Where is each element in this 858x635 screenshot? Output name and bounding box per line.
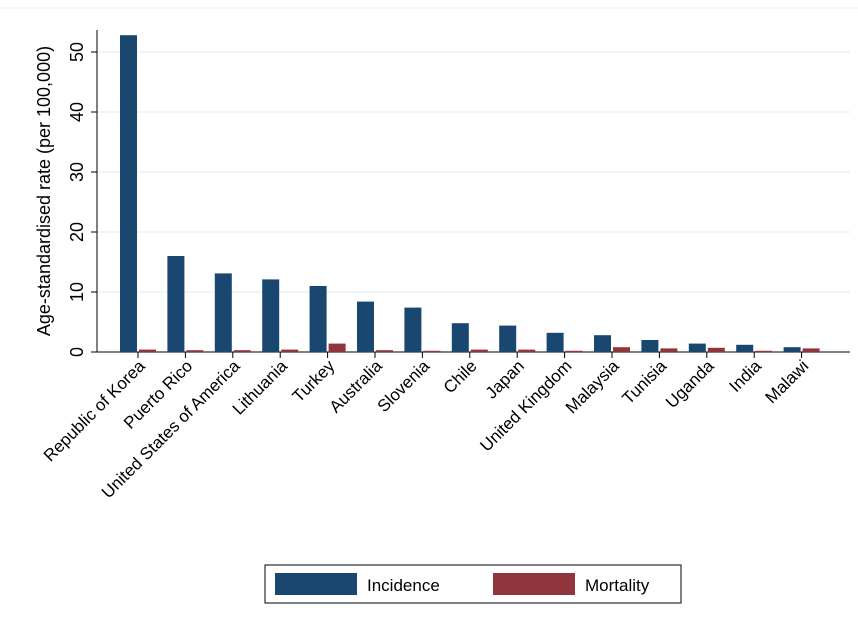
bar-incidence-australia <box>357 301 374 352</box>
bar-incidence-turkey <box>309 286 327 352</box>
y-tick-label-50: 50 <box>67 42 87 62</box>
y-tick-label-10: 10 <box>67 282 87 302</box>
bar-incidence-tunisia <box>641 340 659 352</box>
legend-swatch-mortality <box>493 573 575 595</box>
bars <box>120 35 820 352</box>
legend-label-mortality: Mortality <box>585 576 650 595</box>
bar-incidence-lithuania <box>262 279 280 352</box>
bar-incidence-uganda <box>688 343 706 352</box>
bar-mortality-slovenia <box>423 350 441 352</box>
bar-mortality-chile <box>470 349 488 352</box>
y-tick-label-0: 0 <box>67 347 87 357</box>
bar-mortality-turkey <box>328 343 346 352</box>
bar-incidence-republic-of-korea <box>120 35 137 352</box>
bar-mortality-tunisia <box>660 348 678 352</box>
legend: Incidence Mortality <box>264 564 682 604</box>
bar-incidence-puerto-rico <box>167 256 185 352</box>
y-tick-label-40: 40 <box>67 102 87 122</box>
bar-mortality-united-kingdom <box>565 350 583 352</box>
bar-mortality-lithuania <box>281 349 299 352</box>
bar-incidence-united-kingdom <box>546 332 564 352</box>
legend-label-incidence: Incidence <box>367 576 440 595</box>
bar-incidence-slovenia <box>404 307 422 352</box>
bar-mortality-uganda <box>707 347 725 352</box>
bar-mortality-india <box>755 350 773 352</box>
bar-mortality-puerto-rico <box>186 350 204 352</box>
y-tick-labels: 0 10 20 30 40 50 <box>67 42 87 357</box>
bar-incidence-united-states-of-america <box>214 273 232 352</box>
bar-mortality-malaysia <box>613 347 630 352</box>
legend-swatch-incidence <box>275 573 357 595</box>
bar-mortality-japan <box>518 349 536 352</box>
bar-incidence-india <box>736 344 754 352</box>
bar-incidence-malawi <box>783 347 801 352</box>
bar-incidence-japan <box>499 325 517 352</box>
bar-mortality-united-states-of-america <box>233 350 251 352</box>
bar-mortality-malawi <box>802 348 820 352</box>
y-axis-title: Age-standardised rate (per 100,000) <box>34 46 54 336</box>
bar-mortality-australia <box>376 350 393 352</box>
bar-incidence-malaysia <box>594 335 611 352</box>
y-tick-label-20: 20 <box>67 222 87 242</box>
bar-incidence-chile <box>451 323 469 352</box>
bar-mortality-republic-of-korea <box>139 349 156 352</box>
y-tick-label-30: 30 <box>67 162 87 182</box>
